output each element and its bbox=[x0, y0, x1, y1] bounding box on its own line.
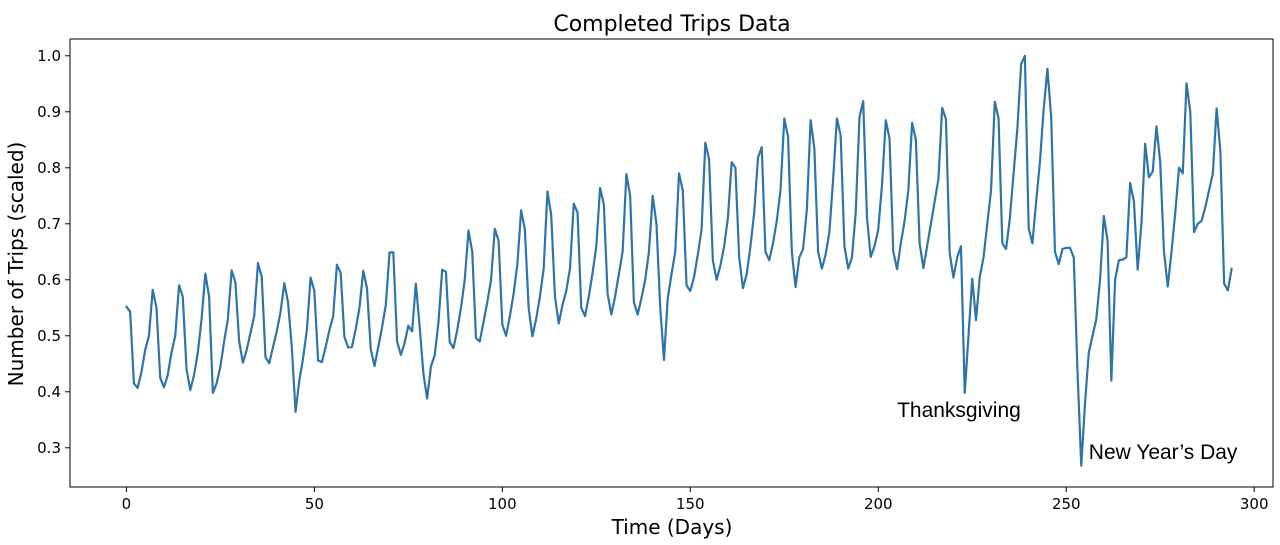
x-axis-label: Time (Days) bbox=[611, 515, 733, 539]
axes: 0 50 100 150 200 250 300 0.3 0.4 0.5 0.6 0.7 0.8 0.9 1… bbox=[37, 38, 1274, 513]
x-tick-label: 0 bbox=[122, 495, 132, 513]
x-tick-label: 250 bbox=[1052, 495, 1081, 513]
y-tick-label: 0.4 bbox=[37, 383, 61, 401]
y-tick-label: 0.5 bbox=[37, 327, 61, 345]
chart-title: Completed Trips Data bbox=[553, 12, 790, 37]
y-tick-label: 0.6 bbox=[37, 271, 61, 289]
y-tick-label: 1.0 bbox=[37, 47, 61, 65]
annotation-label: Thanksgiving bbox=[897, 399, 1021, 422]
y-axis-label: Number of Trips (scaled) bbox=[4, 142, 28, 387]
annotations: Thanksgiving New Year’s Day bbox=[897, 399, 1238, 464]
series-line bbox=[125, 54, 1233, 467]
x-tick-label: 150 bbox=[676, 495, 705, 513]
x-tick-label: 100 bbox=[488, 495, 517, 513]
x-tick-label: 300 bbox=[1240, 495, 1269, 513]
x-tick-label: 50 bbox=[305, 495, 324, 513]
y-tick-label: 0.7 bbox=[37, 215, 61, 233]
annotation-label: New Year’s Day bbox=[1089, 441, 1238, 464]
y-tick-label: 0.9 bbox=[37, 103, 61, 121]
y-tick-label: 0.3 bbox=[37, 439, 61, 457]
y-tick-label: 0.8 bbox=[37, 159, 61, 177]
x-tick-label: 200 bbox=[864, 495, 893, 513]
plot-frame bbox=[69, 38, 1274, 488]
